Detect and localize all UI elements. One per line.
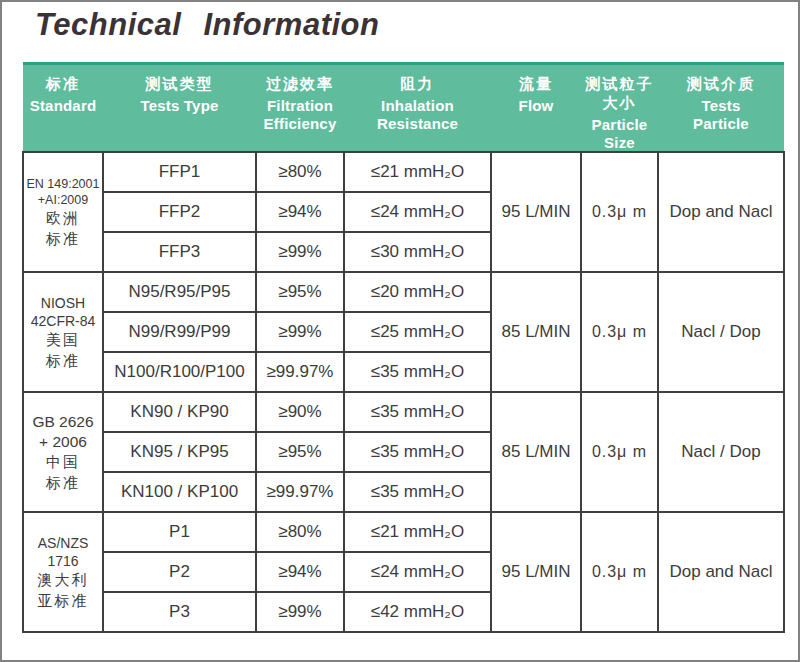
flow-cell: 95 L/MIN (491, 152, 581, 272)
standard-line: + 2006 (25, 432, 101, 452)
col-header-filtration-efficiency: 过滤效率 Filtration Efficiency (256, 64, 344, 153)
flow-cell: 85 L/MIN (491, 392, 581, 512)
efficiency-cell: ≥80% (256, 152, 344, 192)
header-en-standard: Standard (23, 97, 103, 115)
resistance-cell: ≤24 mmH₂O (344, 552, 491, 592)
resistance-cell: ≤35 mmH₂O (344, 392, 491, 432)
standard-line-zh: 标准 (25, 473, 101, 493)
standard-line-zh: 中国 (25, 452, 101, 472)
efficiency-cell: ≥99.97% (256, 472, 344, 512)
header-en-particle-size: Particle Size (581, 116, 658, 151)
test-particle-cell: Nacl / Dop (658, 272, 784, 392)
standard-cell: AS/NZS 1716 澳大利 亚标准 (23, 512, 103, 632)
header-row: 标准 Standard 测试类型 Tests Type 过滤效率 Filtrat… (23, 64, 784, 153)
test-type-cell: N95/R95/P95 (103, 272, 256, 312)
test-type-cell: FFP1 (103, 152, 256, 192)
header-en-resistance: Inhalation Resistance (344, 97, 491, 132)
standard-line-zh: 欧洲 (25, 208, 101, 228)
test-particle-cell: Nacl / Dop (658, 392, 784, 512)
page-title: Technical Information (35, 7, 379, 43)
col-header-particle-size: 测试粒子大小 Particle Size (581, 64, 658, 153)
flow-cell: 95 L/MIN (491, 512, 581, 632)
header-zh-particle-size: 测试粒子大小 (581, 75, 658, 113)
test-type-cell: FFP2 (103, 192, 256, 232)
resistance-cell: ≤42 mmH₂O (344, 592, 491, 632)
resistance-cell: ≤35 mmH₂O (344, 352, 491, 392)
test-type-cell: N99/R99/P99 (103, 312, 256, 352)
standard-line-zh: 亚标准 (25, 591, 101, 611)
test-type-cell: P1 (103, 512, 256, 552)
test-type-cell: KN90 / KP90 (103, 392, 256, 432)
header-en-tests-particle: Tests Particle (658, 97, 784, 132)
header-zh-tests-particle: 测试介质 (658, 75, 784, 94)
flow-cell: 85 L/MIN (491, 272, 581, 392)
col-header-tests-type: 测试类型 Tests Type (103, 64, 256, 153)
particle-size-cell: 0.3μ m (581, 512, 658, 632)
particle-size-cell: 0.3μ m (581, 272, 658, 392)
table-row: GB 2626 + 2006 中国 标准 KN90 / KP90 ≥90% ≤3… (23, 392, 784, 432)
col-header-inhalation-resistance: 阻力 Inhalation Resistance (344, 64, 491, 153)
efficiency-cell: ≥80% (256, 512, 344, 552)
header-zh-standard: 标准 (23, 75, 103, 94)
test-type-cell: KN100 / KP100 (103, 472, 256, 512)
resistance-cell: ≤35 mmH₂O (344, 432, 491, 472)
standard-cell: NIOSH 42CFR-84 美国 标准 (23, 272, 103, 392)
standard-line: 42CFR-84 (25, 312, 101, 330)
efficiency-cell: ≥99% (256, 232, 344, 272)
particle-size-cell: 0.3μ m (581, 152, 658, 272)
header-en-tests-type: Tests Type (103, 97, 256, 115)
standard-line-zh: 标准 (25, 229, 101, 249)
page: Technical Information 标准 Standard 测试类型 T… (0, 0, 800, 662)
efficiency-cell: ≥95% (256, 272, 344, 312)
resistance-cell: ≤35 mmH₂O (344, 472, 491, 512)
resistance-cell: ≤21 mmH₂O (344, 152, 491, 192)
standard-cell: EN 149:2001 +AI:2009 欧洲 标准 (23, 152, 103, 272)
resistance-cell: ≤21 mmH₂O (344, 512, 491, 552)
efficiency-cell: ≥99% (256, 592, 344, 632)
test-type-cell: N100/R100/P100 (103, 352, 256, 392)
standard-line: EN 149:2001 (25, 176, 101, 192)
standard-line: GB 2626 (25, 412, 101, 432)
particle-size-cell: 0.3μ m (581, 392, 658, 512)
resistance-cell: ≤25 mmH₂O (344, 312, 491, 352)
standard-cell: GB 2626 + 2006 中国 标准 (23, 392, 103, 512)
col-header-standard: 标准 Standard (23, 64, 103, 153)
test-particle-cell: Dop and Nacl (658, 512, 784, 632)
header-zh-resistance: 阻力 (344, 75, 491, 94)
efficiency-cell: ≥94% (256, 192, 344, 232)
header-zh-tests-type: 测试类型 (103, 75, 256, 94)
test-type-cell: P2 (103, 552, 256, 592)
header-zh-filtration: 过滤效率 (256, 75, 344, 94)
resistance-cell: ≤30 mmH₂O (344, 232, 491, 272)
technical-info-table: 标准 Standard 测试类型 Tests Type 过滤效率 Filtrat… (22, 62, 785, 633)
table-row: AS/NZS 1716 澳大利 亚标准 P1 ≥80% ≤21 mmH₂O 95… (23, 512, 784, 552)
col-header-flow: 流量 Flow (491, 64, 581, 153)
table-row: NIOSH 42CFR-84 美国 标准 N95/R95/P95 ≥95% ≤2… (23, 272, 784, 312)
test-type-cell: P3 (103, 592, 256, 632)
efficiency-cell: ≥94% (256, 552, 344, 592)
test-particle-cell: Dop and Nacl (658, 152, 784, 272)
efficiency-cell: ≥90% (256, 392, 344, 432)
standard-line: 1716 (25, 552, 101, 570)
standard-line-zh: 标准 (25, 351, 101, 371)
standard-line-zh: 澳大利 (25, 570, 101, 590)
test-type-cell: KN95 / KP95 (103, 432, 256, 472)
resistance-cell: ≤24 mmH₂O (344, 192, 491, 232)
efficiency-cell: ≥99.97% (256, 352, 344, 392)
resistance-cell: ≤20 mmH₂O (344, 272, 491, 312)
efficiency-cell: ≥99% (256, 312, 344, 352)
efficiency-cell: ≥95% (256, 432, 344, 472)
header-en-filtration: Filtration Efficiency (256, 97, 344, 132)
standard-line: NIOSH (25, 294, 101, 312)
standard-line-zh: 美国 (25, 330, 101, 350)
standard-line: +AI:2009 (25, 192, 101, 208)
header-en-flow: Flow (491, 97, 581, 115)
header-zh-flow: 流量 (491, 75, 581, 94)
test-type-cell: FFP3 (103, 232, 256, 272)
table-row: EN 149:2001 +AI:2009 欧洲 标准 FFP1 ≥80% ≤21… (23, 152, 784, 192)
col-header-tests-particle: 测试介质 Tests Particle (658, 64, 784, 153)
standard-line: AS/NZS (25, 534, 101, 552)
